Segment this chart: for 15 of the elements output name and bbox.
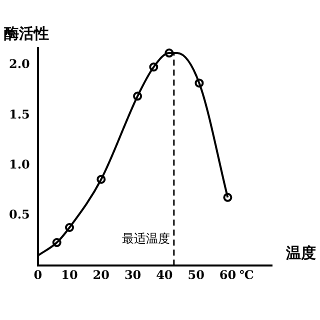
- y-tick-label: 1.5: [8, 107, 30, 122]
- x-tick-label: 50: [188, 268, 204, 282]
- y-tick-label: 2.0: [8, 57, 30, 72]
- x-tick-label: ℃: [239, 268, 254, 282]
- y-axis-title: 酶活性: [4, 24, 49, 42]
- x-tick-label: 20: [92, 268, 110, 282]
- ref-line-label: 最适温度: [122, 232, 170, 246]
- y-tick-label: 0.5: [8, 208, 30, 222]
- x-tick-label: 0: [34, 268, 42, 282]
- x-axis-title: 温度: [285, 244, 316, 262]
- x-tick-label: 60: [219, 268, 236, 282]
- x-tick-label: 30: [124, 268, 142, 282]
- y-tick-label: 1.0: [8, 157, 30, 172]
- x-tick-label: 40: [156, 268, 173, 282]
- x-tick-label: 10: [61, 268, 78, 282]
